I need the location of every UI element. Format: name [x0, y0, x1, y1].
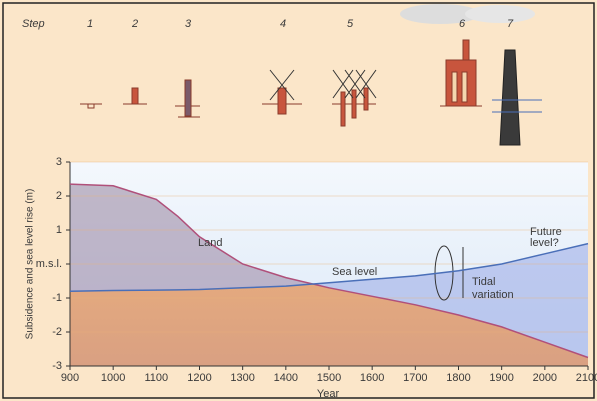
land-label: Land [198, 237, 222, 249]
step-number: 4 [280, 18, 286, 30]
x-tick-label: 1500 [317, 372, 341, 384]
x-tick-label: 1100 [145, 372, 169, 384]
x-axis-label: Year [317, 388, 340, 400]
future-label: level? [530, 237, 559, 249]
step-number: 3 [185, 18, 192, 30]
series-line [69, 242, 589, 292]
x-tick-label: 2000 [533, 372, 557, 384]
y-tick-label: m.s.l. [36, 258, 62, 270]
future-label: Future [530, 226, 562, 238]
x-tick-label: 1400 [274, 372, 298, 384]
x-tick-label: 2100 [576, 372, 597, 384]
land-fill [70, 184, 588, 366]
x-tick-label: 1300 [230, 372, 254, 384]
sea-label: Sea level [332, 266, 377, 278]
step-number: 1 [87, 18, 93, 30]
sea-fill [70, 184, 588, 358]
y-tick-label: -3 [52, 360, 62, 372]
y-tick-label: 3 [56, 156, 62, 168]
series-line [69, 183, 589, 359]
step-icons [80, 4, 542, 146]
x-tick-label: 1000 [101, 372, 125, 384]
y-axis-label: Subsidence and sea level rise (m) [25, 189, 36, 340]
tidal-label: Tidal [472, 276, 495, 288]
step-number: 2 [131, 18, 138, 30]
step-number: 6 [459, 18, 466, 30]
step-heading: Step [22, 18, 45, 30]
x-tick-label: 1600 [360, 372, 384, 384]
x-tick-label: 900 [61, 372, 79, 384]
x-tick-label: 1800 [446, 372, 470, 384]
x-tick-label: 1700 [403, 372, 427, 384]
step-number: 7 [507, 18, 514, 30]
y-tick-label: -1 [52, 292, 62, 304]
tidal-label: variation [472, 289, 514, 301]
y-tick-label: 1 [56, 224, 62, 236]
y-tick-label: 2 [56, 190, 62, 202]
y-tick-label: -2 [52, 326, 62, 338]
x-tick-label: 1900 [489, 372, 513, 384]
step-number: 5 [347, 18, 354, 30]
x-tick-label: 1200 [187, 372, 211, 384]
